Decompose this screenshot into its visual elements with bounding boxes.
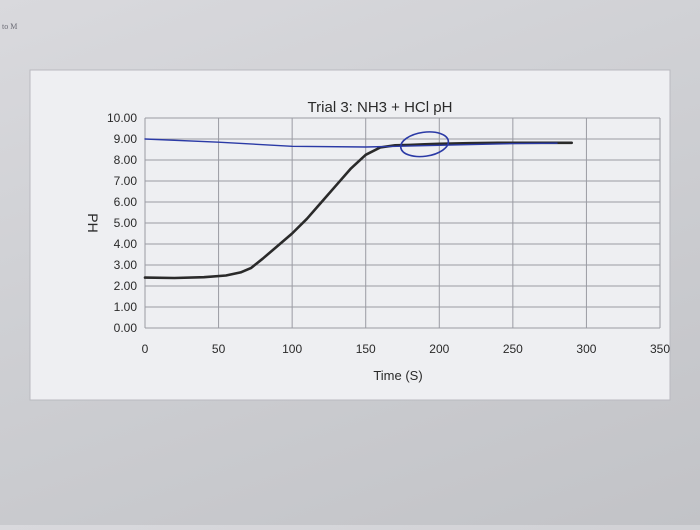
y-tick-label: 7.00 <box>114 174 138 188</box>
series-layer <box>143 138 574 280</box>
x-tick-label: 0 <box>142 342 149 356</box>
x-tick-label: 150 <box>356 342 376 356</box>
y-tick-label: 1.00 <box>114 300 138 314</box>
chart-title: Trial 3: NH3 + HCl pH <box>308 99 453 116</box>
y-tick-label: 6.00 <box>114 195 138 209</box>
grid <box>144 117 661 329</box>
x-tick-label: 100 <box>282 342 302 356</box>
series-line-2 <box>144 138 558 148</box>
y-tick-label: 5.00 <box>114 216 138 230</box>
y-tick-label: 4.00 <box>114 237 138 251</box>
y-tick-label: 10.00 <box>107 111 137 125</box>
chart-area <box>29 69 671 401</box>
y-tick-label: 3.00 <box>114 258 138 272</box>
y-tick-label: 2.00 <box>114 279 138 293</box>
series-line-1 <box>143 141 574 280</box>
y-axis-label: PH <box>85 213 101 232</box>
annotation-layer <box>399 131 450 158</box>
x-tick-label: 250 <box>503 342 523 356</box>
y-axis-ticks: 0.00 1.00 2.00 3.00 4.00 5.00 6.00 7.00 8.00 9.00… <box>107 111 137 335</box>
x-tick-label: 200 <box>429 342 449 356</box>
x-tick-label: 50 <box>212 342 226 356</box>
margin-note: to M <box>2 22 18 31</box>
y-tick-label: 8.00 <box>114 153 138 167</box>
annotation-circle <box>399 131 450 158</box>
x-tick-label: 350 <box>650 342 670 356</box>
x-axis-label: Time (S) <box>373 368 422 383</box>
x-tick-label: 300 <box>576 342 596 356</box>
x-axis-ticks: 0 50 100 150 200 250 300 350 <box>142 342 671 356</box>
y-tick-label: 9.00 <box>114 132 138 146</box>
y-tick-label: 0.00 <box>114 321 138 335</box>
